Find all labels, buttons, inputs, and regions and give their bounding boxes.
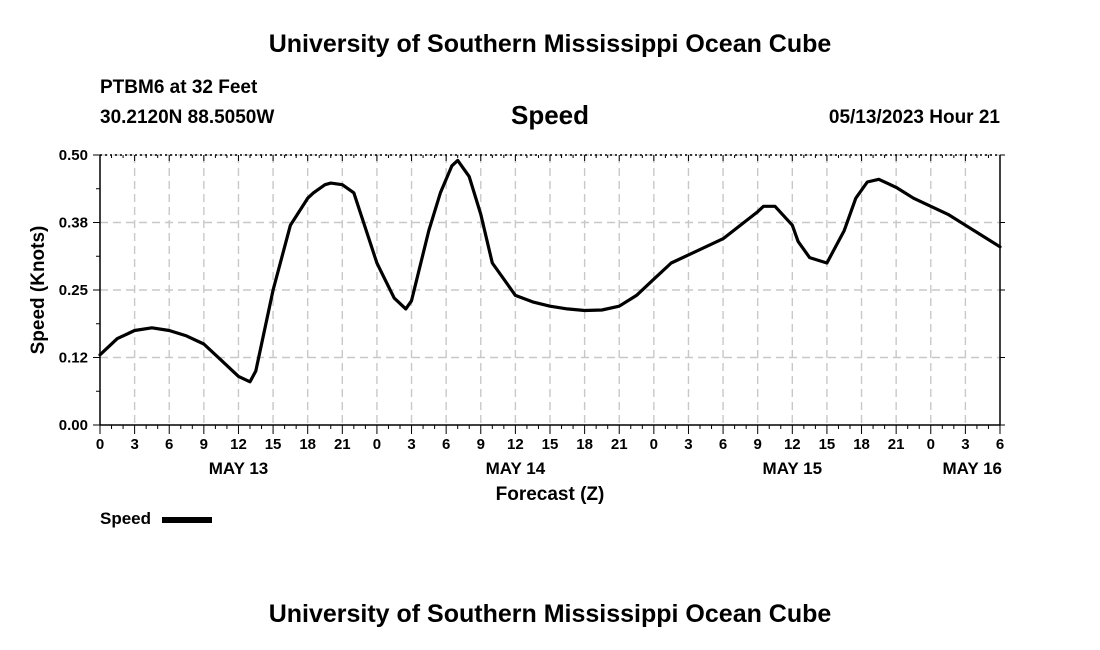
y-tick-label: 0.00 [59, 417, 88, 434]
x-tick-label: 3 [130, 436, 138, 453]
x-tick-label: 12 [230, 436, 247, 453]
x-tick-label: 15 [819, 436, 836, 453]
x-tick-label: 0 [373, 436, 381, 453]
x-tick-label: 3 [407, 436, 415, 453]
x-tick-label: 21 [888, 436, 905, 453]
chart-title: University of Southern Mississippi Ocean… [268, 30, 832, 58]
x-tick-label: 3 [961, 436, 969, 453]
x-tick-label: 6 [996, 436, 1004, 453]
y-axis-title: Speed (Knots) [28, 226, 49, 355]
x-tick-label: 12 [784, 436, 801, 453]
x-tick-label: 18 [853, 436, 870, 453]
footer-title: University of Southern Mississippi Ocean… [268, 600, 832, 628]
x-tick-label: 15 [265, 436, 282, 453]
x-tick-label: 0 [650, 436, 658, 453]
y-tick-label: 0.38 [59, 215, 88, 232]
y-tick-label: 0.12 [59, 350, 88, 367]
x-tick-label: 9 [754, 436, 762, 453]
timestamp-label: 05/13/2023 Hour 21 [828, 107, 1000, 128]
speed-series-line [98, 158, 1002, 384]
x-tick-label: 9 [477, 436, 485, 453]
x-tick-label: 18 [299, 436, 316, 453]
x-tick-label: 3 [684, 436, 692, 453]
x-tick-label: 18 [576, 436, 593, 453]
x-tick-label: 15 [542, 436, 559, 453]
x-axis-title: Forecast (Z) [496, 484, 605, 505]
variable-title: Speed [510, 100, 590, 130]
x-tick-label: 6 [165, 436, 173, 453]
y-tick-label: 0.25 [59, 282, 88, 299]
coordinates-label: 30.2120N 88.5050W [100, 107, 275, 128]
date-label: MAY 16 [942, 459, 1002, 478]
x-tick-label: 21 [334, 436, 351, 453]
x-tick-label: 0 [927, 436, 935, 453]
x-tick-label: 12 [507, 436, 524, 453]
legend-line-swatch [162, 517, 212, 523]
x-tick-label: 0 [96, 436, 104, 453]
date-label: MAY 15 [763, 459, 823, 478]
x-tick-label: 6 [719, 436, 727, 453]
station-label: PTBM6 at 32 Feet [100, 77, 258, 98]
date-label: MAY 13 [209, 459, 269, 478]
legend-label: Speed [100, 509, 152, 528]
date-label: MAY 14 [486, 459, 546, 478]
x-tick-label: 21 [611, 436, 628, 453]
y-tick-label: 0.50 [59, 147, 88, 164]
x-tick-label: 9 [200, 436, 208, 453]
x-tick-label: 6 [442, 436, 450, 453]
